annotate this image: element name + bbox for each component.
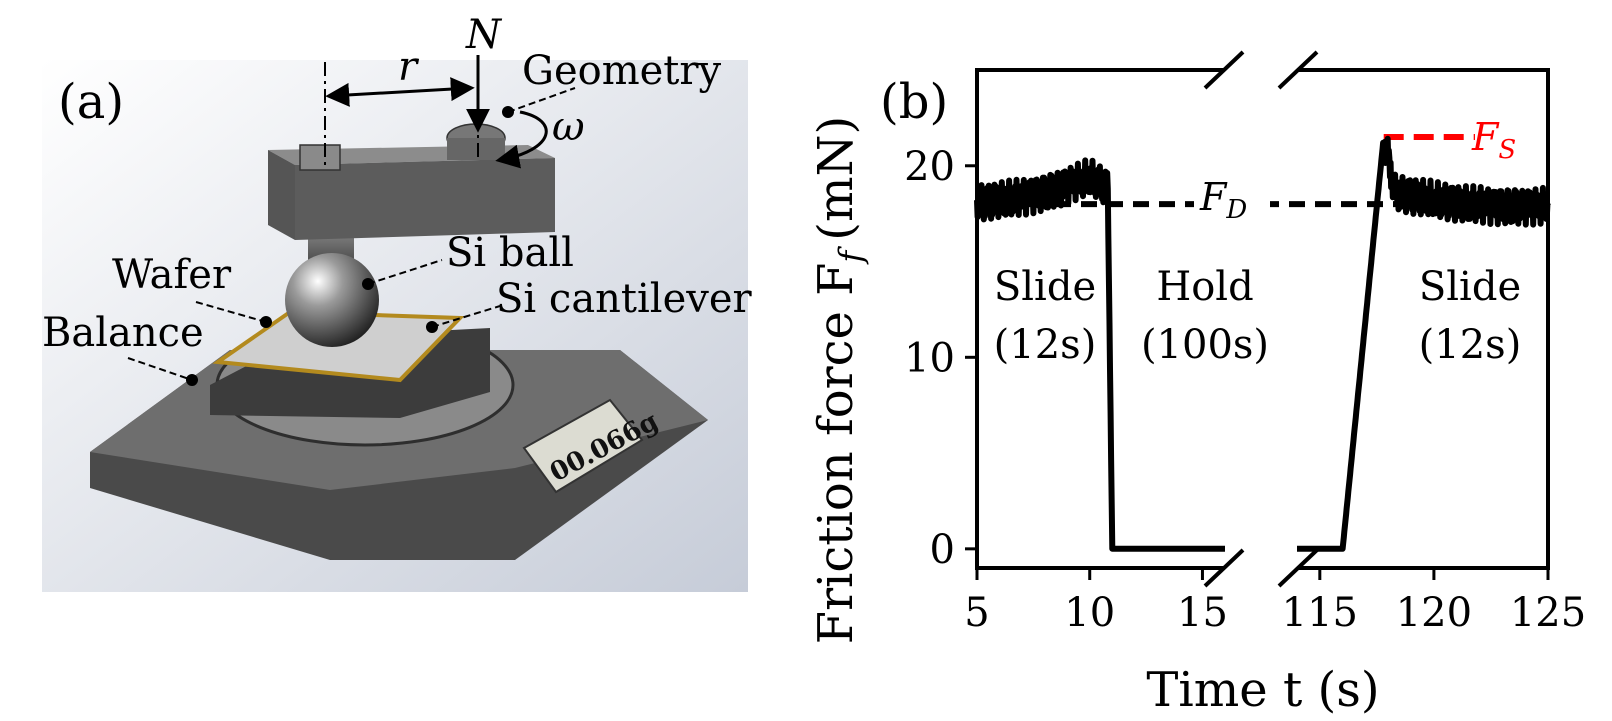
rotation-arrow [495, 110, 548, 169]
si-ball [285, 253, 379, 347]
geometry-bar-front [268, 150, 295, 240]
break-mark-top-right [1277, 50, 1319, 90]
friction-trace-segment-2 [1294, 135, 1551, 552]
geometry-dot [502, 106, 514, 118]
friction-trace-segment-1 [974, 157, 1228, 552]
balance-dot [186, 374, 198, 386]
radius-arrow [325, 77, 475, 107]
x-axis-label: Time t (s) [1146, 662, 1379, 718]
axes-left-segment [975, 68, 1225, 570]
region-2-duration: (100s) [1141, 322, 1269, 368]
si-ball-leader [367, 259, 443, 285]
geometry-leader [507, 87, 576, 113]
region-1-duration: (12s) [994, 322, 1097, 368]
fd-label-sub: D [1225, 195, 1247, 225]
x-tick-label: 115 [1282, 590, 1358, 636]
x-tick-label: 15 [1177, 590, 1228, 636]
region-3-duration: (12s) [1419, 322, 1522, 368]
y-tick-label: 20 [904, 144, 955, 190]
geometry-bar-face [295, 158, 555, 240]
fd-label-main: F [1199, 175, 1228, 219]
y-axis-label-unit: (mN) [808, 116, 864, 241]
break-mark-bottom-left [1203, 548, 1245, 588]
display-window [522, 398, 644, 494]
y-tick-label: 0 [930, 527, 955, 573]
wafer-leader [195, 301, 267, 323]
omega-label: ω [552, 104, 585, 150]
geometry-label: Geometry [522, 48, 722, 94]
spindle-left [299, 144, 341, 171]
si-ball-label: Si ball [446, 230, 574, 276]
spindle-right-body [447, 138, 505, 160]
panel-b-label: (b) [880, 74, 948, 130]
x-tick-label: 120 [1396, 590, 1472, 636]
fs-label-sub: S [1498, 135, 1516, 165]
cantilever-leader [431, 305, 501, 328]
region-2-label: Hold [1156, 264, 1253, 310]
panel-a: 00.066g (a) N r Ge [42, 12, 753, 592]
si-ball-dot [362, 278, 374, 290]
wafer-dot [260, 316, 272, 328]
axis-ticks: 5 10 15 115 120 125 0 10 20 [904, 144, 1586, 636]
axis-break-marks [1203, 50, 1319, 588]
region-1-label: Slide [994, 264, 1096, 310]
normal-force-label: N [465, 12, 503, 58]
axes-frame [975, 68, 1550, 570]
x-tick-label: 5 [964, 590, 989, 636]
y-tick-label: 10 [904, 335, 955, 381]
x-tick-label: 125 [1510, 590, 1586, 636]
data-traces [974, 135, 1551, 552]
region-3-label: Slide [1419, 264, 1521, 310]
x-tick-label: 10 [1064, 590, 1115, 636]
axes-right-segment [1297, 68, 1550, 570]
cantilever-dot [426, 321, 438, 333]
fd-label-bg [1194, 172, 1270, 220]
y-axis-label-main: Friction force F [808, 263, 864, 645]
panel-b-chart: 5 10 15 115 120 125 0 10 20 (b) Time t (s) Frict… [808, 50, 1586, 718]
wafer-label: Wafer [112, 252, 232, 298]
fd-label: FD [1199, 175, 1247, 225]
y-axis-label: Friction force Ff (mN) [808, 116, 870, 644]
break-mark-bottom-right [1277, 548, 1319, 588]
fs-label: FS [1471, 115, 1516, 165]
y-axis-label-sub: f [832, 246, 870, 265]
si-cantilever-label: Si cantilever [496, 276, 753, 322]
balance-leader [127, 357, 193, 381]
fs-label-main: F [1471, 115, 1500, 159]
radius-label: r [398, 44, 420, 90]
break-mark-top-left [1203, 50, 1245, 90]
panel-a-label: (a) [58, 74, 124, 130]
balance-label: Balance [42, 310, 204, 356]
